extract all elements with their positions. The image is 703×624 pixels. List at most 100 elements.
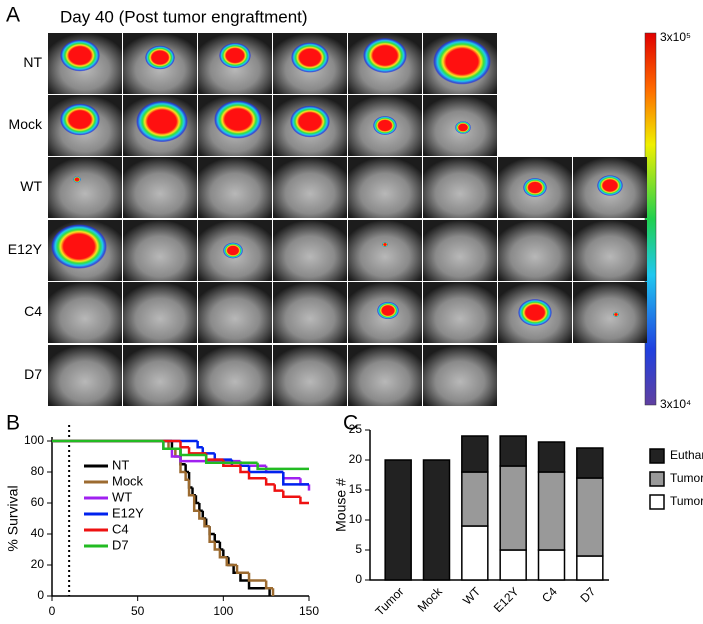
signal — [363, 37, 407, 74]
survival-step — [198, 510, 205, 520]
y-tick-label: 20 — [31, 557, 45, 571]
row-label: WT — [20, 178, 42, 194]
survival-step — [247, 572, 267, 582]
mouse-image — [48, 282, 122, 343]
y-tick-label: 0 — [37, 588, 44, 602]
survival-step — [213, 534, 220, 543]
y-tick-label: 15 — [349, 482, 363, 496]
x-tick-label: D7 — [577, 584, 598, 605]
survival-step — [194, 495, 200, 505]
mouse-image — [123, 345, 197, 406]
row-label: NT — [23, 54, 42, 70]
bar-segment — [461, 525, 489, 581]
row-label: D7 — [24, 366, 42, 382]
survival-step — [218, 541, 224, 551]
mouse-image — [273, 157, 347, 218]
survival-step — [187, 447, 207, 455]
mouse-image — [348, 157, 422, 218]
signal — [223, 242, 243, 259]
colorbar-max: 3x10⁵ — [660, 30, 691, 44]
bar-segment — [576, 477, 604, 557]
legend-label: Euthanized — [670, 448, 703, 462]
mouse-image — [423, 157, 497, 218]
panel-label: C — [343, 412, 358, 435]
legend-label: C4 — [112, 521, 129, 536]
signal — [377, 301, 399, 320]
y-tick-label: 60 — [31, 495, 45, 509]
row-label: E12Y — [8, 241, 43, 257]
x-tick-label: Mock — [415, 584, 446, 615]
mouse-image — [273, 345, 347, 406]
signal — [145, 45, 175, 70]
signal — [523, 177, 547, 198]
y-tick-label: 100 — [24, 433, 44, 447]
signal — [373, 115, 397, 136]
mouse-image — [423, 282, 497, 343]
legend-swatch — [649, 448, 665, 464]
y-tick-label: 80 — [31, 464, 45, 478]
signal — [597, 175, 623, 196]
survival-step — [184, 464, 190, 474]
mouse-image — [573, 282, 647, 343]
signal — [60, 39, 100, 72]
mouse-image — [498, 220, 572, 281]
mouse-image — [273, 282, 347, 343]
x-tick-label: 150 — [299, 604, 319, 618]
bar-segment — [537, 441, 566, 473]
survival-step — [282, 472, 309, 486]
survival-step — [256, 462, 309, 471]
mouse-image — [273, 220, 347, 281]
legend-label: WT — [112, 489, 132, 504]
survival-step — [196, 441, 203, 449]
signal — [433, 38, 491, 85]
survival-step — [198, 503, 203, 512]
signal — [291, 42, 329, 73]
survival-step — [239, 572, 250, 582]
row-label: Mock — [9, 116, 43, 132]
mouse-image — [423, 220, 497, 281]
legend-swatch — [649, 471, 665, 487]
bar-segment — [461, 435, 489, 473]
survival-step — [282, 472, 301, 480]
survival-step — [264, 478, 275, 486]
y-tick-label: 20 — [349, 452, 363, 466]
y-tick-label: 5 — [355, 542, 362, 556]
y-tick-label: 0 — [355, 572, 362, 586]
signal — [51, 224, 107, 269]
survival-step — [247, 580, 265, 590]
x-tick-label: 50 — [131, 604, 145, 618]
bar-segment — [499, 549, 527, 581]
signal — [382, 242, 388, 247]
survival-step — [213, 541, 220, 551]
survival-step — [247, 472, 267, 480]
y-tick-label: 40 — [31, 526, 45, 540]
legend-swatch — [649, 494, 665, 510]
x-tick-label: WT — [460, 584, 484, 608]
mouse-image — [123, 220, 197, 281]
mouse-image — [348, 345, 422, 406]
survival-step — [299, 496, 309, 505]
survival-step — [208, 526, 215, 543]
bar-segment — [461, 471, 489, 527]
signal — [518, 298, 552, 327]
colorbar — [644, 32, 657, 406]
mouse-image — [198, 345, 272, 406]
survival-step — [179, 441, 190, 449]
mouse-image — [198, 157, 272, 218]
mouse-image — [198, 282, 272, 343]
survival-step — [282, 490, 301, 499]
row-label: C4 — [24, 303, 42, 319]
bar-segment — [537, 471, 566, 551]
signal — [214, 100, 262, 139]
survival-step — [162, 441, 181, 450]
mouse-image — [573, 220, 647, 281]
legend-label: NT — [112, 457, 129, 472]
x-tick-label: E12Y — [491, 584, 522, 615]
mouse-image — [348, 220, 422, 281]
bar-segment — [576, 555, 604, 581]
y-tick-label: 10 — [349, 512, 363, 526]
signal — [219, 42, 251, 69]
survival-step — [170, 448, 181, 458]
signal — [290, 105, 330, 138]
